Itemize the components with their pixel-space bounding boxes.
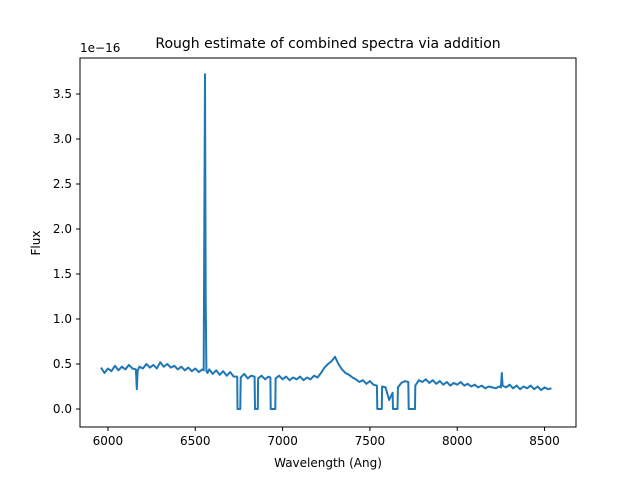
y-tick-label: 0.0 bbox=[53, 402, 72, 416]
y-tick-label: 2.5 bbox=[53, 177, 72, 191]
y-axis-ticks: 0.0 0.5 1.0 1.5 2.0 2.5 3.0 3.5 bbox=[53, 87, 80, 416]
axes-frame bbox=[79, 57, 577, 428]
x-tick-label: 7000 bbox=[267, 434, 298, 448]
series-group bbox=[100, 73, 552, 410]
y-offset-label: 1e−16 bbox=[80, 41, 120, 55]
x-tick-label: 8500 bbox=[529, 434, 560, 448]
y-tick-label: 2.0 bbox=[53, 222, 72, 236]
x-axis-ticks: 6000 6500 7000 7500 8000 8500 bbox=[93, 427, 560, 448]
y-tick-label: 1.5 bbox=[53, 267, 72, 281]
y-tick-label: 3.0 bbox=[53, 132, 72, 146]
x-tick-label: 7500 bbox=[355, 434, 386, 448]
series-line-0 bbox=[100, 73, 552, 410]
x-tick-label: 6500 bbox=[180, 434, 211, 448]
x-axis-label: Wavelength (Ang) bbox=[274, 456, 382, 470]
x-tick-label: 8000 bbox=[442, 434, 473, 448]
x-tick-label: 6000 bbox=[93, 434, 124, 448]
y-tick-label: 0.5 bbox=[53, 357, 72, 371]
y-tick-label: 1.0 bbox=[53, 312, 72, 326]
y-tick-label: 3.5 bbox=[53, 87, 72, 101]
chart-title: Rough estimate of combined spectra via a… bbox=[155, 36, 500, 52]
y-axis-label: Flux bbox=[29, 231, 43, 256]
